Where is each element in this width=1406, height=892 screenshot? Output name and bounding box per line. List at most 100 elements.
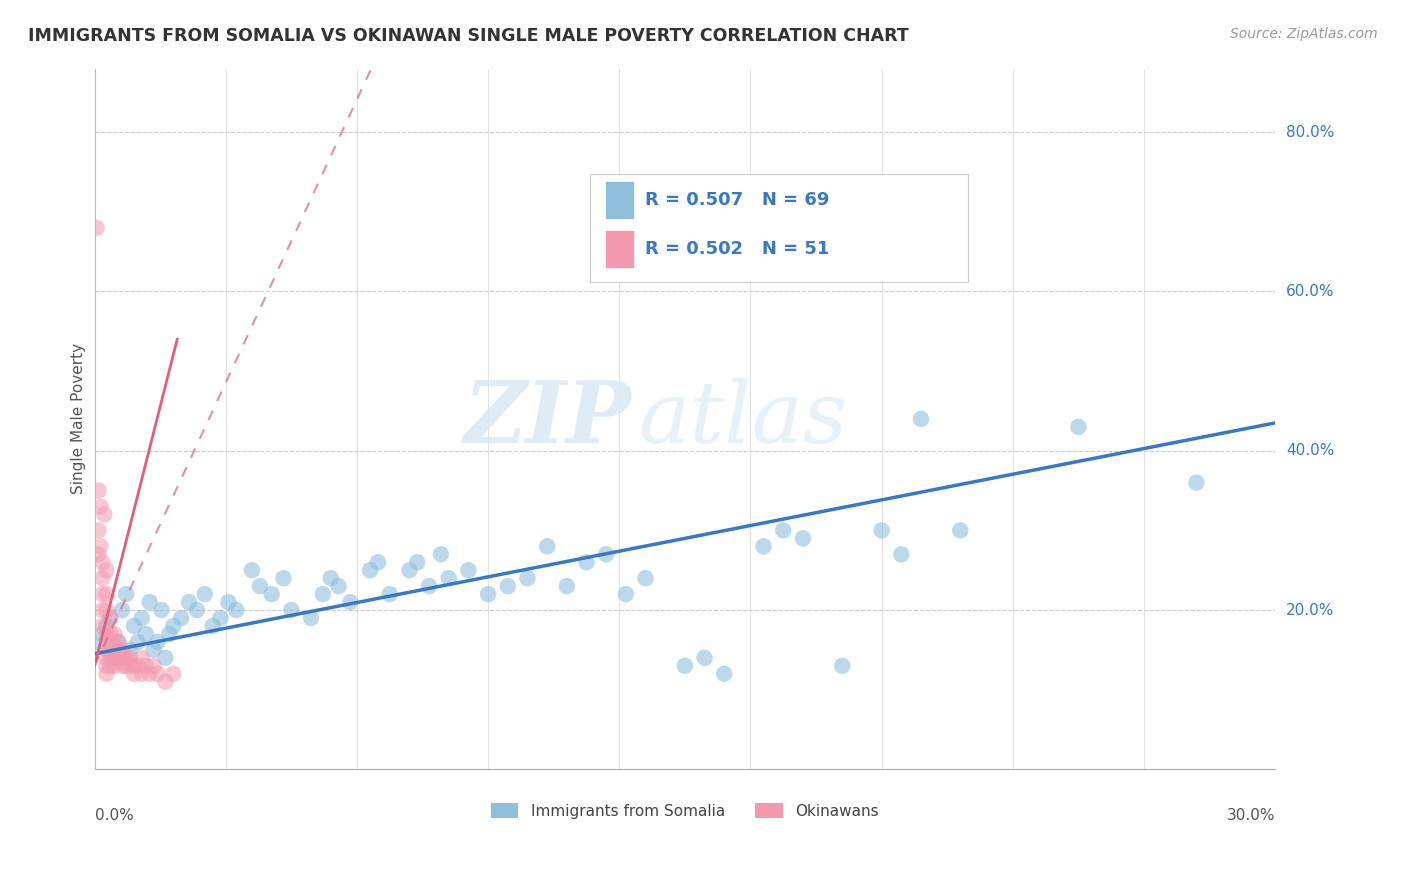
Bar [605, 230, 634, 268]
Point [107, 635, 129, 649]
Point [138, 666, 160, 681]
Point [713, 666, 735, 681]
Point [107, 635, 129, 649]
Point [98, 627, 121, 641]
Point [575, 555, 598, 569]
Point [555, 579, 578, 593]
Point [457, 563, 479, 577]
Point [157, 627, 180, 641]
Point [135, 658, 157, 673]
Point [96, 643, 118, 657]
Point [96, 666, 118, 681]
Text: Source: ZipAtlas.com: Source: ZipAtlas.com [1230, 27, 1378, 41]
Point [118, 650, 141, 665]
Point [127, 658, 149, 673]
Point [89, 539, 111, 553]
Point [111, 643, 134, 657]
Point [155, 674, 177, 689]
Point [118, 658, 141, 673]
Point [91, 627, 114, 641]
Text: 20.0%: 20.0% [1286, 602, 1334, 617]
Point [96, 587, 118, 601]
Point [496, 579, 519, 593]
Point [516, 571, 538, 585]
Point [328, 579, 350, 593]
Point [86, 220, 108, 235]
Point [280, 603, 302, 617]
Point [430, 547, 453, 561]
Point [96, 627, 118, 641]
Text: ZIP: ZIP [464, 377, 631, 460]
Point [107, 650, 129, 665]
Point [87, 639, 110, 653]
Point [103, 650, 125, 665]
Point [910, 412, 932, 426]
Text: 30.0%: 30.0% [1226, 808, 1275, 822]
Point [131, 611, 153, 625]
Point [127, 635, 149, 649]
Point [91, 555, 114, 569]
Text: R = 0.502   N = 51: R = 0.502 N = 51 [645, 240, 830, 258]
Point [103, 658, 125, 673]
Point [260, 587, 283, 601]
Point [115, 650, 138, 665]
Point [91, 587, 114, 601]
Point [1067, 420, 1090, 434]
Point [299, 611, 322, 625]
Point [614, 587, 637, 601]
Point [91, 571, 114, 585]
Point [225, 603, 247, 617]
Point [103, 650, 125, 665]
Point [273, 571, 295, 585]
Point [91, 603, 114, 617]
Point [406, 555, 429, 569]
Point [359, 563, 381, 577]
Point [98, 650, 121, 665]
Point [96, 619, 118, 633]
Point [595, 547, 617, 561]
Point [96, 650, 118, 665]
Text: 40.0%: 40.0% [1286, 443, 1334, 458]
Point [91, 619, 114, 633]
Point [96, 603, 118, 617]
Point [217, 595, 239, 609]
Point [209, 611, 232, 625]
Point [673, 658, 696, 673]
Point [89, 500, 111, 514]
Point [186, 603, 208, 617]
Point [170, 611, 193, 625]
Point [115, 587, 138, 601]
Point [87, 547, 110, 561]
Point [477, 587, 499, 601]
Point [98, 635, 121, 649]
Point [398, 563, 420, 577]
Point [96, 658, 118, 673]
Text: 60.0%: 60.0% [1286, 284, 1334, 299]
Point [96, 563, 118, 577]
Point [122, 619, 145, 633]
Point [752, 539, 775, 553]
Point [107, 643, 129, 657]
Point [319, 571, 342, 585]
Point [367, 555, 389, 569]
Point [312, 587, 335, 601]
Point [122, 666, 145, 681]
Point [93, 508, 115, 522]
Point [146, 635, 169, 649]
Point [240, 563, 263, 577]
Point [111, 658, 134, 673]
Point [138, 595, 160, 609]
Point [418, 579, 440, 593]
Point [122, 658, 145, 673]
Point [162, 666, 184, 681]
Point [249, 579, 271, 593]
Point [693, 650, 716, 665]
Point [772, 524, 794, 538]
Point [103, 627, 125, 641]
Point [890, 547, 912, 561]
Text: 0.0%: 0.0% [94, 808, 134, 822]
Point [115, 658, 138, 673]
Point [831, 658, 853, 673]
Point [146, 666, 169, 681]
Point [98, 611, 121, 625]
